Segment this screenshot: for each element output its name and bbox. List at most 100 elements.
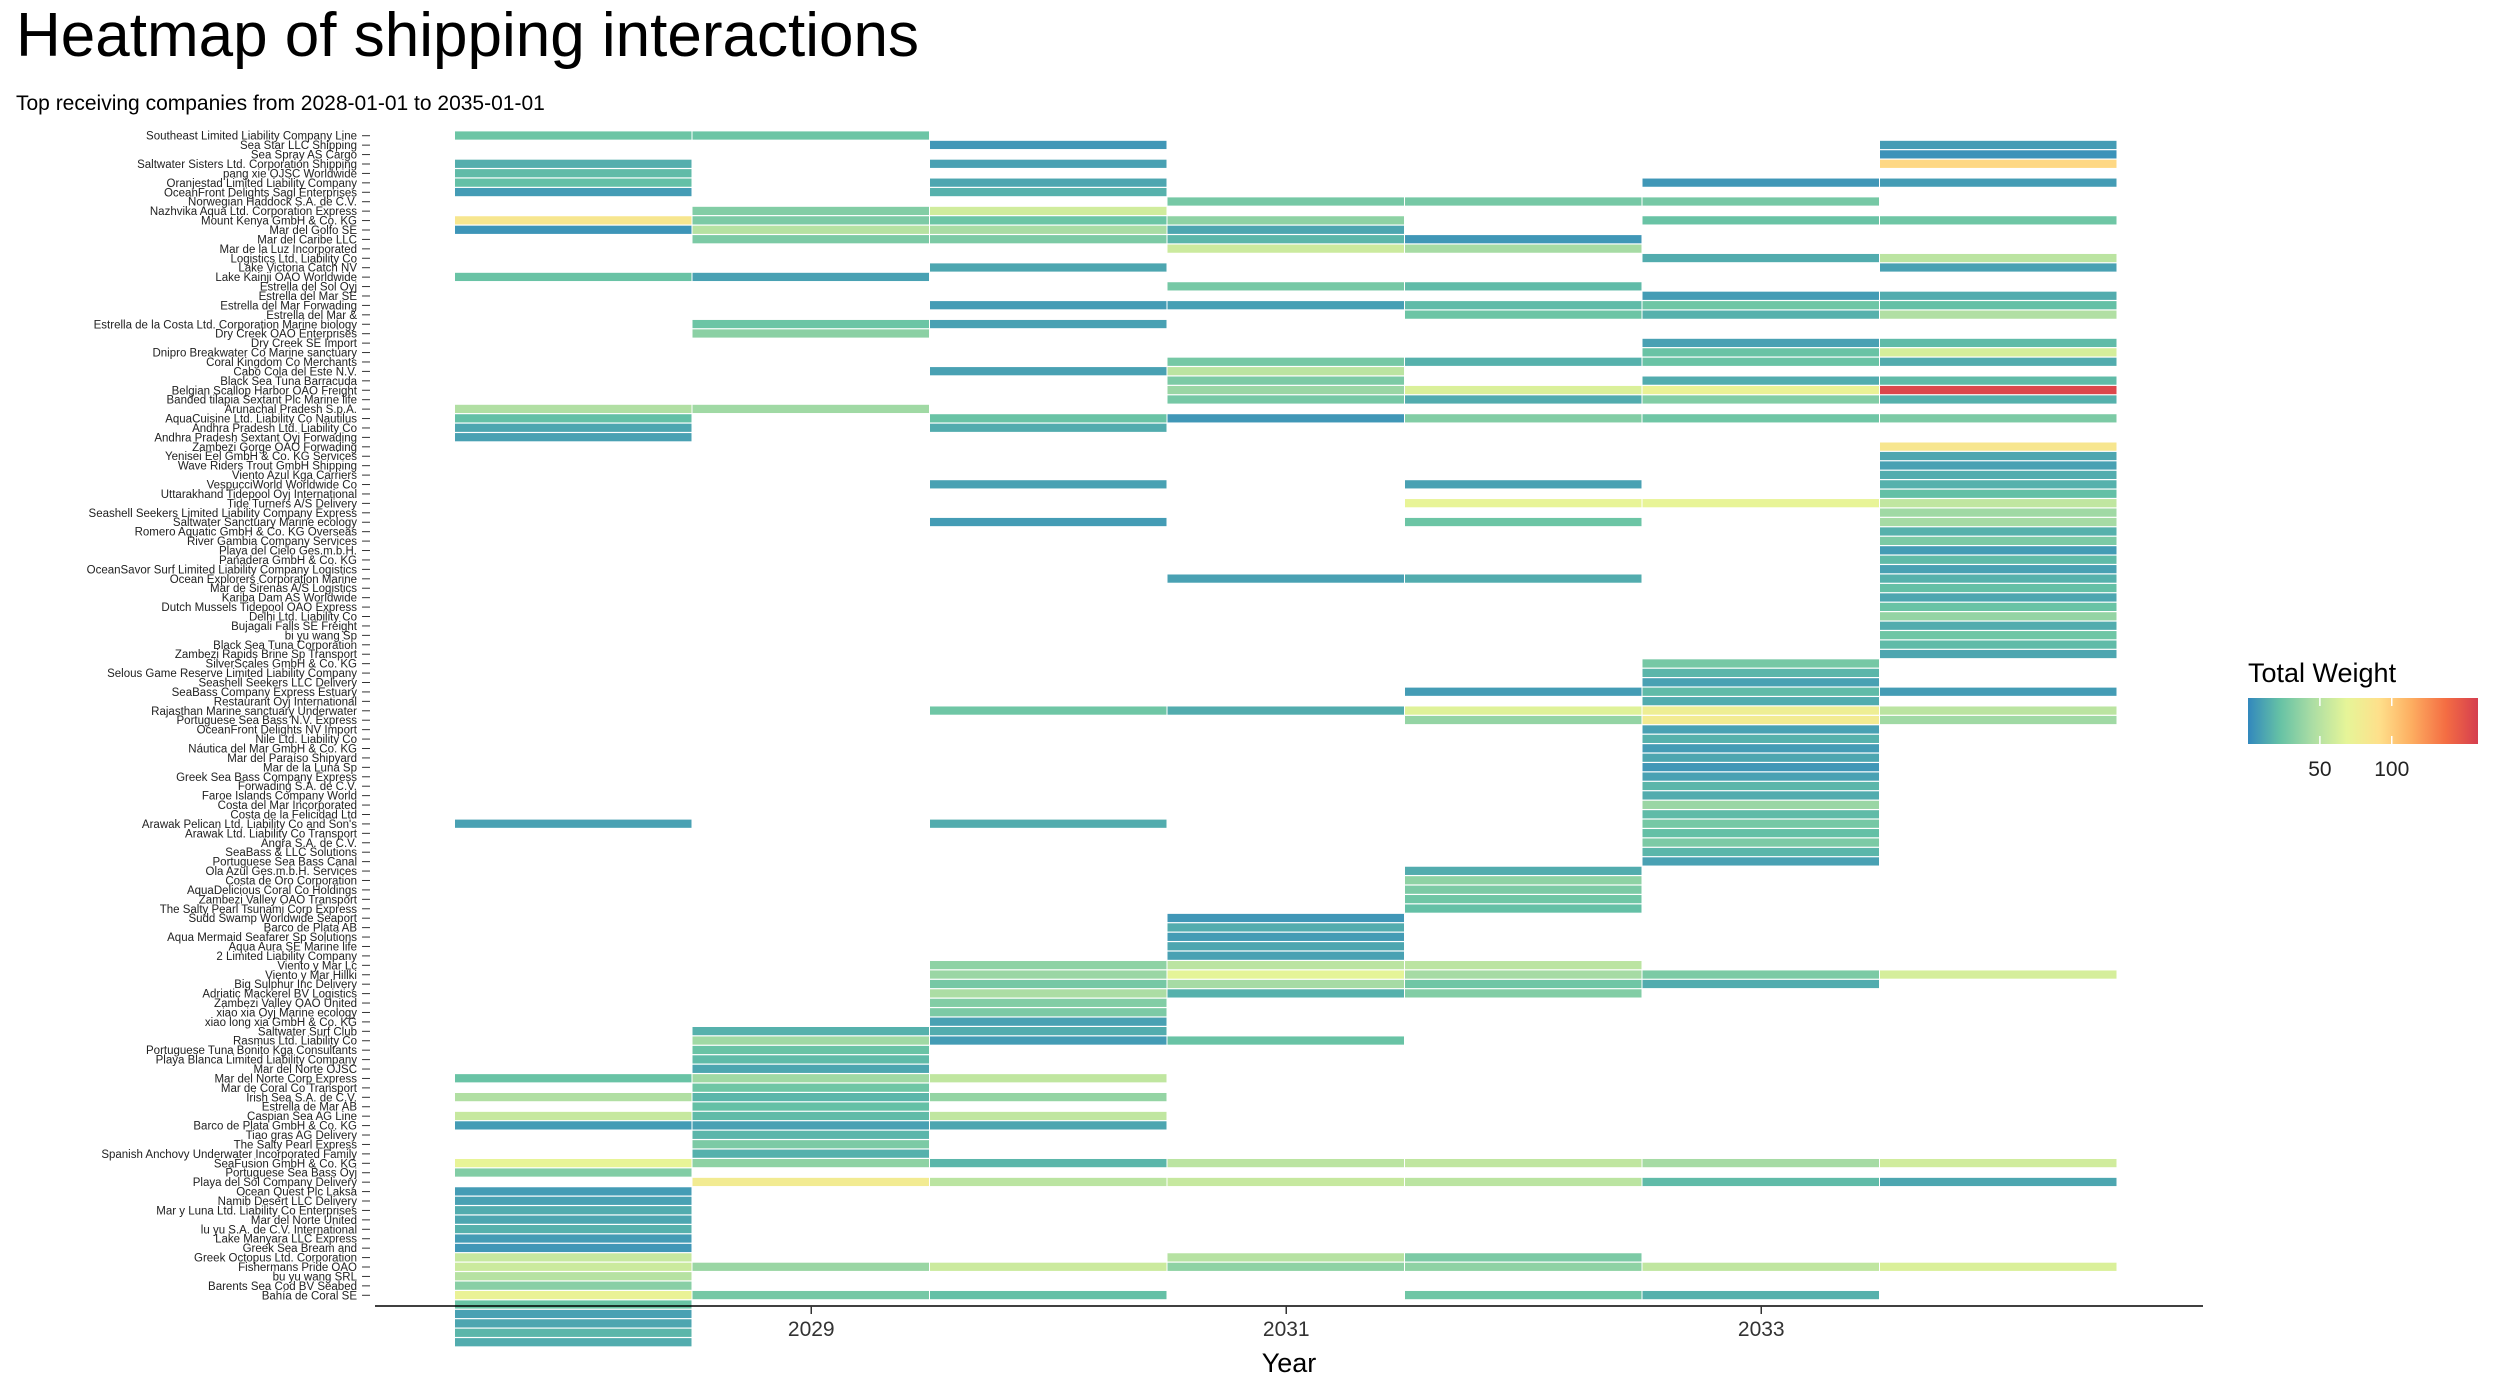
y-tick-label: Costa del Mar Incorporated <box>218 800 357 812</box>
heatmap-cell <box>455 1121 692 1130</box>
y-tick-label: OceanFront Delights Sagl Enterprises <box>164 187 357 199</box>
heatmap-cell <box>930 301 1167 310</box>
heatmap-cell <box>1880 263 2117 272</box>
heatmap-cell <box>930 159 1167 168</box>
heatmap-cell <box>1167 979 1404 989</box>
y-tick-label: Costa de Oro Corporation <box>225 875 357 887</box>
heatmap-cell <box>1880 348 2117 357</box>
y-tick-label: Big Sulphur Inc Delivery <box>234 979 357 991</box>
y-tick-label: Norwegian Haddock S.A. de C.V. <box>188 197 357 209</box>
heatmap-cell <box>1880 527 2117 536</box>
y-axis-labels: Southeast Limited Liability Company Line… <box>87 131 358 1303</box>
heatmap-cell <box>1880 489 2117 498</box>
heatmap-cell <box>1880 1262 2117 1271</box>
y-tick-label: Zambezi Valley OAO Transport <box>199 894 358 906</box>
heatmap-cell <box>1880 649 2117 659</box>
heatmap-cell <box>1880 385 2117 395</box>
heatmap-cell <box>1880 687 2117 696</box>
heatmap-cell <box>1405 282 1642 291</box>
y-tick-label: Arawak Pelican Ltd. Liability Co and Son… <box>142 819 357 831</box>
y-tick-label: Barco de Plata GmbH & Co. KG <box>193 1121 357 1133</box>
heatmap-cell <box>455 1074 692 1083</box>
heatmap-cell <box>1642 678 1879 687</box>
heatmap-cell <box>1167 970 1404 979</box>
heatmap-cell <box>1880 970 2117 979</box>
heatmap-cell <box>930 367 1167 376</box>
heatmap-cell <box>1642 659 1879 668</box>
y-tick-label: Dutch Mussels Tidepool OAO Express <box>161 602 357 614</box>
heatmap-cell <box>455 1281 692 1290</box>
heatmap-cell <box>692 272 929 282</box>
heatmap-cell <box>1642 706 1879 715</box>
heatmap-cell <box>692 1121 929 1130</box>
heatmap-cell <box>1642 781 1879 791</box>
y-tick-label: Namib Desert LLC Delivery <box>218 1196 358 1208</box>
x-tick-label: 2031 <box>1263 1318 1310 1341</box>
heatmap-cell <box>1167 216 1404 225</box>
heatmap-cell <box>1405 385 1642 395</box>
heatmap-cell <box>1880 706 2117 715</box>
heatmap-cell <box>1405 715 1642 725</box>
heatmap-cell <box>455 1262 692 1271</box>
heatmap-cell <box>930 235 1167 244</box>
y-tick-label: xiao long xia GmbH & Co. KG <box>205 1017 357 1029</box>
heatmap-cell <box>1880 140 2117 150</box>
y-tick-label: Sea Star LLC Shipping <box>240 140 357 152</box>
y-tick-label: Playa del Cielo Ges.m.b.H. <box>219 546 357 558</box>
heatmap-cell <box>1642 385 1879 395</box>
heatmap-cell <box>930 706 1167 715</box>
y-tick-label: Estrella del Sol Oyj <box>260 282 357 294</box>
heatmap-cell <box>1167 385 1404 395</box>
y-tick-label: Estrella del Mar Forwading <box>220 300 357 312</box>
heatmap-cell <box>1405 876 1642 885</box>
heatmap-cell <box>455 1206 692 1215</box>
chart-title: Heatmap of shipping interactions <box>16 1 919 70</box>
heatmap-cell <box>1880 555 2117 564</box>
heatmap-cell <box>1642 348 1879 357</box>
y-tick-label: Sudd Swamp Worldwide Seaport <box>188 913 357 925</box>
heatmap-cell <box>1642 753 1879 762</box>
x-axis-title: Year <box>1262 1348 1317 1378</box>
heatmap-cell <box>1642 338 1879 348</box>
heatmap-cell <box>1167 706 1404 715</box>
heatmap-cell <box>930 1036 1167 1045</box>
y-tick-label: Southeast Limited Liability Company Line <box>146 131 357 143</box>
y-tick-label: Saltwater Sanctuary Marine ecology <box>173 517 357 529</box>
heatmap-cell <box>930 517 1167 527</box>
x-axis-ticks: 2029 2031 2033 <box>788 1306 1785 1341</box>
heatmap-cell <box>1880 517 2117 527</box>
heatmap-cell <box>1880 1158 2117 1168</box>
heatmap-cell <box>692 1083 929 1092</box>
heatmap-cell <box>1642 197 1879 206</box>
heatmap-cell <box>455 178 692 187</box>
heatmap-cell <box>1642 414 1879 423</box>
heatmap-cell <box>1642 715 1879 725</box>
heatmap-cell <box>1642 970 1879 979</box>
heatmap-cell <box>1405 310 1642 319</box>
y-tick-label: Irish Sea S.A. de C.V. <box>246 1092 357 1104</box>
heatmap-cell <box>1405 244 1642 253</box>
y-tick-label: SeaFusion GmbH & Co. KG <box>214 1158 357 1170</box>
heatmap-cell <box>930 961 1167 970</box>
heatmap-cell <box>1405 866 1642 875</box>
heatmap-cell <box>455 423 692 432</box>
heatmap-cell <box>1880 357 2117 366</box>
heatmap-cell <box>1167 235 1404 244</box>
heatmap-cell <box>1167 913 1404 923</box>
y-tick-label: Kariba Dam AS Worldwide <box>222 593 357 605</box>
heatmap-cell <box>930 989 1167 998</box>
heatmap-cell <box>1642 178 1879 187</box>
heatmap-cell <box>930 819 1167 828</box>
y-tick-label: Aqua Aura SE Marine life <box>229 941 358 953</box>
y-tick-label: Andhra Pradesh Sextant Oyj Forwading <box>154 432 357 444</box>
heatmap-cell <box>1880 216 2117 225</box>
heatmap-cell <box>1405 301 1642 310</box>
heatmap-cell <box>1405 235 1642 244</box>
y-tick-label: The Salty Pearl Tsunami Corp Express <box>160 904 358 916</box>
heatmap-cell <box>1642 291 1879 300</box>
y-tick-label: Adriatic Mackerel BV Logistics <box>202 989 357 1001</box>
y-tick-label: Tiao gras AG Delivery <box>246 1130 358 1142</box>
y-tick-label: VespucciWorld Worldwide Co <box>207 480 357 492</box>
heatmap-cell <box>1642 697 1879 706</box>
y-tick-label: Restaurant Oyj International <box>214 696 357 708</box>
